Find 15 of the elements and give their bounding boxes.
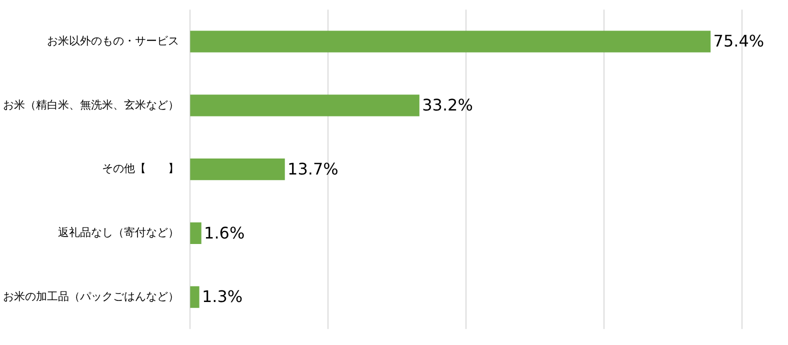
bar [190, 286, 200, 308]
y-tick-label: お米以外のもの・サービス [47, 34, 179, 48]
bar [190, 222, 202, 244]
bar [190, 158, 285, 180]
bar [190, 94, 420, 116]
data-label: 1.3% [202, 287, 243, 306]
y-tick-label: 返礼品なし（寄付など） [58, 226, 179, 240]
y-tick-label: お米の加工品（パックごはんなど） [3, 290, 179, 303]
y-tick-label: お米（精白米、無洗米、玄米など） [3, 98, 179, 112]
data-label: 33.2% [422, 96, 473, 115]
y-tick-label: その他【 】 [102, 162, 179, 176]
data-label: 75.4% [713, 32, 764, 51]
data-label: 1.6% [204, 223, 245, 242]
data-label: 13.7% [288, 159, 338, 178]
bar [190, 30, 711, 52]
